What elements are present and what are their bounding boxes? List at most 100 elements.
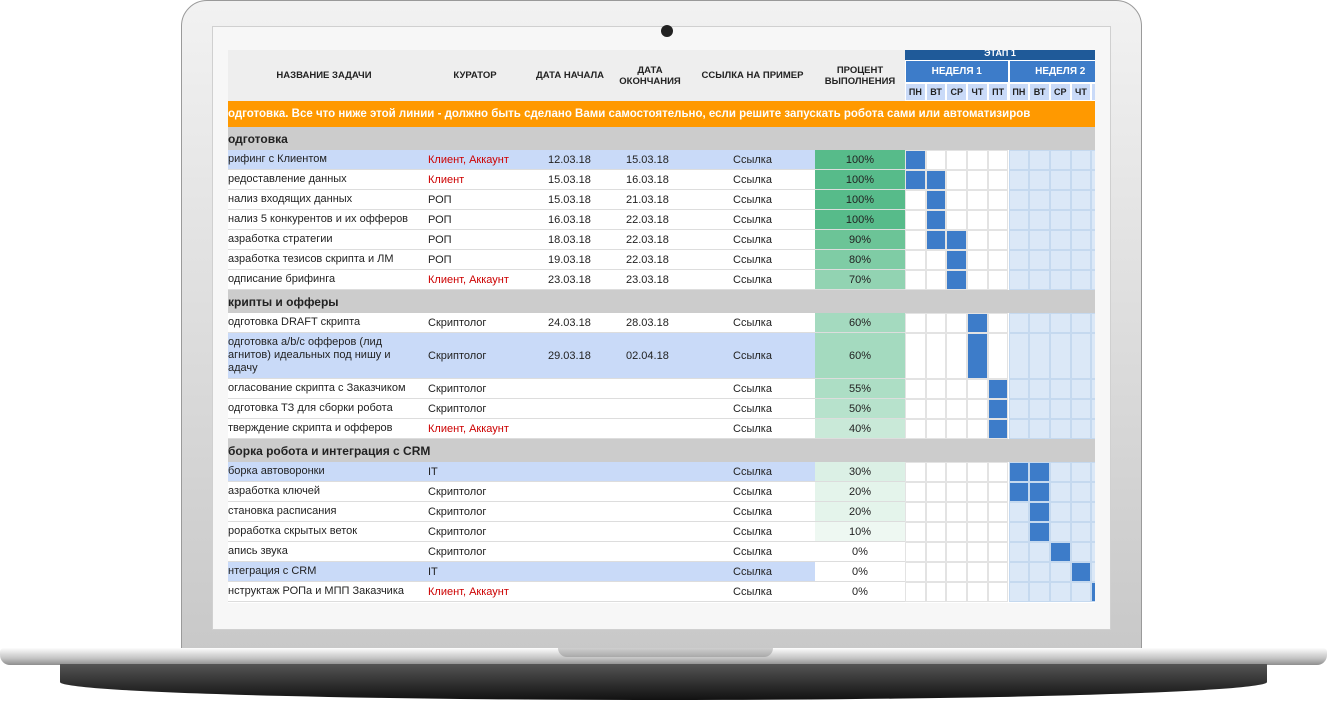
task-name: рифинг с Клиентом xyxy=(228,150,420,170)
end-date: 15.03.18 xyxy=(610,150,690,170)
column-header: ДАТА ОКОНЧАНИЯ xyxy=(619,64,681,87)
gantt-cell xyxy=(1008,379,1030,399)
gantt-cell xyxy=(987,482,1009,502)
gantt-cell xyxy=(1070,250,1092,270)
gantt-cell xyxy=(1091,399,1095,419)
curator: Скриптолог xyxy=(420,379,530,399)
curator: РОП xyxy=(420,230,530,250)
gantt-cell xyxy=(967,210,988,230)
gantt-cell xyxy=(1008,482,1030,502)
gantt-cell xyxy=(1091,462,1095,482)
task-name: одготовка DRAFT скрипта xyxy=(228,313,420,333)
base-notch xyxy=(558,648,773,657)
gantt-cell xyxy=(987,210,1009,230)
gantt-cell xyxy=(946,502,968,522)
gantt-cell xyxy=(967,313,988,333)
gantt-cell xyxy=(1070,542,1092,562)
start-date xyxy=(530,522,610,542)
gantt-cell xyxy=(1029,313,1050,333)
gantt-cell xyxy=(946,333,968,379)
start-date xyxy=(530,399,610,419)
gantt-cell xyxy=(1070,190,1092,210)
gantt-cell xyxy=(1049,150,1071,170)
gantt-cell xyxy=(946,419,968,439)
link: Ссылка xyxy=(690,190,815,210)
gantt-cell xyxy=(1070,522,1092,542)
gantt-cell xyxy=(1029,419,1050,439)
curator: Скриптолог xyxy=(420,313,530,333)
gantt-cell xyxy=(967,419,988,439)
start-date: 19.03.18 xyxy=(530,250,610,270)
start-date xyxy=(530,562,610,582)
gantt-cell xyxy=(967,542,988,562)
gantt-cell xyxy=(1070,170,1092,190)
gantt-cell xyxy=(905,313,926,333)
gantt-cell xyxy=(946,313,968,333)
gantt-cell xyxy=(925,250,947,270)
day-header: СР xyxy=(946,83,968,101)
gantt-cell xyxy=(946,270,968,290)
gantt-cell xyxy=(1008,333,1030,379)
gantt-cell xyxy=(1091,522,1095,542)
curator: Клиент xyxy=(420,170,530,190)
start-date xyxy=(530,379,610,399)
task-name: нтеграция с CRM xyxy=(228,562,420,582)
gantt-cell xyxy=(1091,562,1095,582)
start-date xyxy=(530,542,610,562)
start-date xyxy=(530,419,610,439)
gantt-cell xyxy=(905,399,926,419)
gantt-cell xyxy=(987,170,1009,190)
gantt-cell xyxy=(1008,250,1030,270)
gantt-cell xyxy=(925,313,947,333)
gantt-cell xyxy=(925,190,947,210)
gantt-cell xyxy=(905,542,926,562)
gantt-cell xyxy=(946,562,968,582)
gantt-cell xyxy=(1049,582,1071,602)
gantt-cell xyxy=(1029,333,1050,379)
end-date: 02.04.18 xyxy=(610,333,690,379)
gantt-cell xyxy=(967,270,988,290)
gantt-cell xyxy=(967,462,988,482)
gantt-cell xyxy=(1029,170,1050,190)
banner: одготовка. Все что ниже этой линии - дол… xyxy=(228,101,1095,127)
task-name: нструктаж РОПа и МПП Заказчика xyxy=(228,582,420,602)
gantt-cell xyxy=(987,522,1009,542)
gantt-cell xyxy=(967,190,988,210)
gantt-cell xyxy=(1008,399,1030,419)
gantt-cell xyxy=(1029,379,1050,399)
gantt-cell xyxy=(987,230,1009,250)
gantt-cell xyxy=(1070,399,1092,419)
task-name: борка автоворонки xyxy=(228,462,420,482)
gantt-cell xyxy=(925,333,947,379)
link: Ссылка xyxy=(690,170,815,190)
gantt-cell xyxy=(1091,150,1095,170)
gantt-cell xyxy=(905,562,926,582)
start-date: 24.03.18 xyxy=(530,313,610,333)
end-date: 21.03.18 xyxy=(610,190,690,210)
gantt-cell xyxy=(946,379,968,399)
link: Ссылка xyxy=(690,582,815,602)
base-shadow xyxy=(60,664,1267,700)
stage-header: ЭТАП 1 xyxy=(905,50,1095,60)
percent: 0% xyxy=(815,582,905,602)
header-bg xyxy=(228,50,905,101)
gantt-cell xyxy=(1008,150,1030,170)
gantt-cell xyxy=(1049,210,1071,230)
column-header: ПРОЦЕНТ ВЫПОЛНЕНИЯ xyxy=(824,64,896,87)
column-header: ДАТА НАЧАЛА xyxy=(535,70,605,81)
end-date xyxy=(610,562,690,582)
gantt-cell xyxy=(1049,399,1071,419)
curator: Клиент, Аккаунт xyxy=(420,270,530,290)
gantt-cell xyxy=(1070,150,1092,170)
day-header: ЧТ xyxy=(1070,83,1092,101)
gantt-cell xyxy=(987,562,1009,582)
percent: 100% xyxy=(815,150,905,170)
task-name: тверждение скрипта и офферов xyxy=(228,419,420,439)
gantt-cell xyxy=(925,419,947,439)
gantt-cell xyxy=(1049,419,1071,439)
gantt-cell xyxy=(925,210,947,230)
start-date xyxy=(530,582,610,602)
gantt-cell xyxy=(925,399,947,419)
end-date xyxy=(610,582,690,602)
task-name: азработка стратегии xyxy=(228,230,420,250)
